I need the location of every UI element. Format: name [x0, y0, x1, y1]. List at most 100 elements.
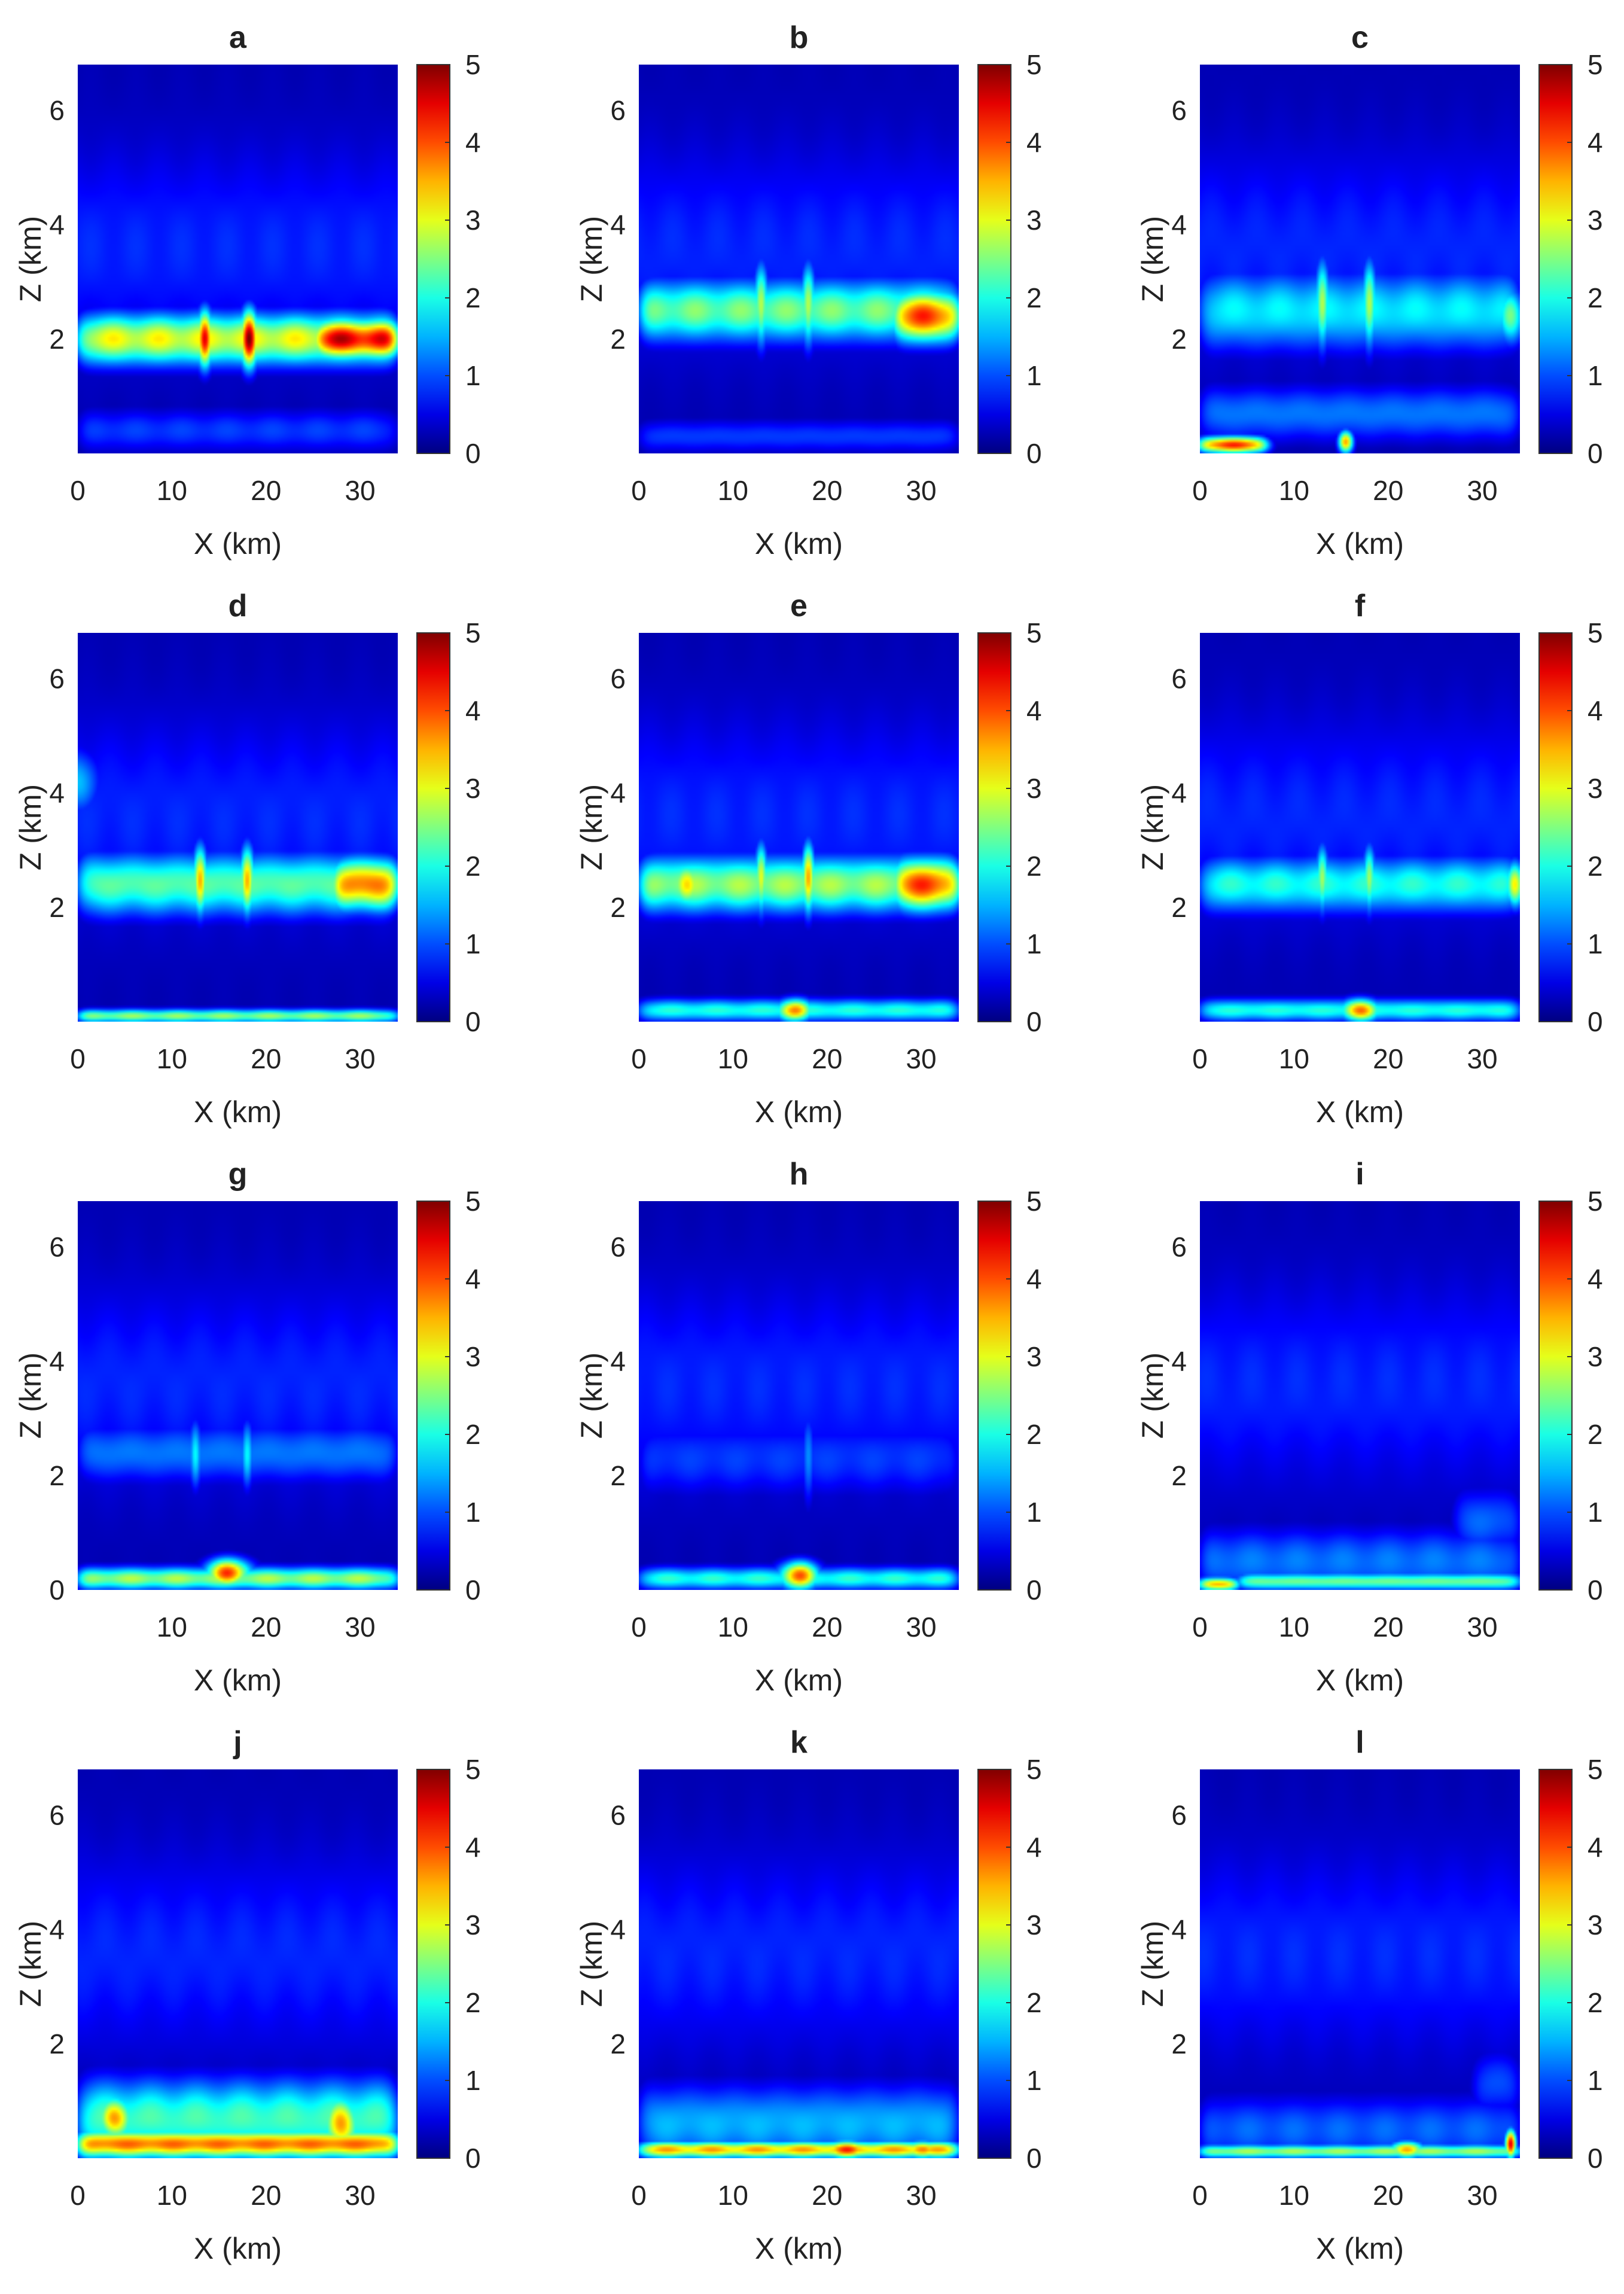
y-axis-label: Z (km) [14, 784, 47, 870]
heatmap-d [78, 633, 398, 1022]
y-tick-label: 6 [610, 95, 626, 126]
panel-title-d: d [228, 589, 248, 623]
colorbar-tick-label: 0 [1588, 2143, 1603, 2174]
panel-i: i 0 10 20 30 2 4 6 X (km) Z (km) 0 1 2 3 4 5 [1136, 1157, 1603, 1697]
colorbar-tick-label: 3 [1588, 205, 1603, 236]
colorbar-l [1538, 1769, 1573, 2159]
y-axis-label: Z (km) [1136, 1921, 1169, 2007]
colorbar-tick-label: 5 [1026, 1754, 1042, 1785]
y-tick-label: 2 [1171, 324, 1187, 355]
colorbar-tick-label: 1 [1026, 360, 1042, 391]
colorbar-tick-label: 1 [1026, 1497, 1042, 1528]
panel-l: l 0 10 20 30 2 4 6 X (km) Z (km) 0 1 2 3 4 5 [1136, 1725, 1603, 2265]
colorbar-h [977, 1201, 1011, 1591]
colorbar-e [977, 632, 1011, 1022]
colorbar-tick-label: 1 [465, 360, 481, 391]
colorbar-tick-label: 5 [1588, 1754, 1603, 1785]
x-tick-label: 30 [906, 1043, 936, 1074]
colorbar-tick-label: 5 [465, 1186, 481, 1217]
colorbar-tick-label: 2 [1026, 1987, 1042, 2018]
x-axis-label: X (km) [194, 2232, 282, 2265]
panel-f: f 0 10 20 30 2 4 6 X (km) Z (km) 0 1 2 3 4 5 [1136, 589, 1603, 1129]
colorbar-tick-label: 3 [1588, 1341, 1603, 1372]
y-tick-label: 4 [610, 1914, 626, 1945]
heatmap-l [1200, 1769, 1520, 2158]
y-tick-label: 4 [1171, 1914, 1187, 1945]
x-tick-label: 30 [1467, 1611, 1497, 1643]
colorbar-tick-label: 4 [1588, 127, 1603, 158]
panel-b: b 0 10 20 30 2 4 6 X (km) Z (km) 0 1 2 3 4 5 [575, 20, 1042, 560]
colorbar-tick-label: 5 [1588, 49, 1603, 80]
y-tick-label: 4 [49, 1914, 65, 1945]
colorbar-tick-label: 4 [1588, 1263, 1603, 1294]
panel-c: c 0 10 20 30 2 4 6 X (km) Z (km) 0 1 2 3 4 5 [1136, 20, 1603, 560]
x-tick-label: 20 [1373, 2180, 1403, 2211]
x-tick-label: 20 [812, 1611, 842, 1643]
colorbar-c [1538, 64, 1573, 454]
colorbar-tick-label: 1 [1588, 928, 1603, 959]
y-axis-label: Z (km) [575, 1352, 608, 1439]
panel-title-h: h [790, 1157, 809, 1192]
panel-title-j: j [233, 1725, 242, 1760]
x-tick-label: 30 [1467, 1043, 1497, 1074]
colorbar-tick-label: 2 [465, 851, 481, 882]
colorbar-tick-label: 5 [465, 617, 481, 648]
colorbar-tick-label: 5 [1588, 617, 1603, 648]
colorbar-tick-label: 4 [1026, 1832, 1042, 1863]
y-tick-label: 2 [49, 324, 65, 355]
y-tick-label: 2 [610, 324, 626, 355]
colorbar-j [416, 1769, 450, 2159]
colorbar-tick-label: 4 [465, 1263, 481, 1294]
x-tick-label: 0 [631, 1043, 647, 1074]
colorbar-tick-label: 0 [465, 438, 481, 469]
x-tick-label: 30 [345, 2180, 375, 2211]
colorbar-tick-label: 3 [1588, 773, 1603, 804]
heatmap-c [1200, 65, 1520, 453]
y-tick-label: 0 [49, 1574, 65, 1606]
colorbar-b [977, 64, 1011, 454]
y-axis-label: Z (km) [1136, 1352, 1169, 1439]
y-tick-label: 6 [49, 663, 65, 694]
y-tick-label: 2 [49, 892, 65, 923]
colorbar-tick-label: 5 [1026, 49, 1042, 80]
x-axis-label: X (km) [755, 527, 843, 560]
y-tick-label: 4 [610, 209, 626, 240]
x-tick-label: 10 [718, 2180, 748, 2211]
y-tick-label: 2 [610, 892, 626, 923]
x-tick-label: 30 [345, 1611, 375, 1643]
y-axis-label: Z (km) [575, 216, 608, 302]
y-tick-label: 6 [1171, 95, 1187, 126]
colorbar-tick-label: 4 [465, 1832, 481, 1863]
colorbar-f [1538, 632, 1573, 1022]
heatmap-j [78, 1769, 398, 2158]
x-axis-label: X (km) [194, 1664, 282, 1697]
y-tick-label: 6 [1171, 1231, 1187, 1262]
panel-g: g 10 20 30 0 2 4 6 X (km) Z (km) 0 1 2 3 4 5 [14, 1157, 481, 1697]
y-tick-label: 6 [1171, 663, 1187, 694]
x-axis-label: X (km) [755, 1095, 843, 1129]
y-axis-label: Z (km) [14, 1921, 47, 2007]
x-tick-label: 10 [718, 1043, 748, 1074]
colorbar-tick-label: 3 [1588, 1909, 1603, 1940]
colorbar-tick-label: 2 [1026, 282, 1042, 313]
y-tick-label: 6 [610, 1231, 626, 1262]
panel-title-k: k [790, 1725, 808, 1760]
y-tick-label: 4 [49, 209, 65, 240]
panel-h: h 0 10 20 30 2 4 6 X (km) Z (km) 0 1 2 3 4 5 [575, 1157, 1042, 1697]
panel-a: a 0 10 20 30 2 4 6 X (km) Z (km) 0 1 2 3 4 5 [14, 20, 481, 560]
x-tick-label: 20 [1373, 1043, 1403, 1074]
x-axis-label: X (km) [194, 1095, 282, 1129]
colorbar-tick-label: 4 [1026, 1263, 1042, 1294]
x-tick-label: 30 [1467, 475, 1497, 506]
colorbar-tick-label: 3 [465, 1341, 481, 1372]
y-tick-label: 2 [1171, 892, 1187, 923]
y-tick-label: 4 [610, 1346, 626, 1377]
colorbar-tick-label: 1 [465, 928, 481, 959]
colorbar-tick-label: 2 [465, 1987, 481, 2018]
colorbar-tick-label: 5 [1026, 1186, 1042, 1217]
colorbar-tick-label: 5 [465, 1754, 481, 1785]
x-tick-label: 10 [1279, 1611, 1309, 1643]
y-axis-label: Z (km) [575, 1921, 608, 2007]
y-tick-label: 4 [49, 778, 65, 809]
